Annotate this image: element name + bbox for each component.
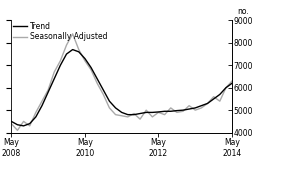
Y-axis label: no.: no.	[237, 7, 249, 16]
Legend: Trend, Seasonally Adjusted: Trend, Seasonally Adjusted	[13, 22, 107, 41]
